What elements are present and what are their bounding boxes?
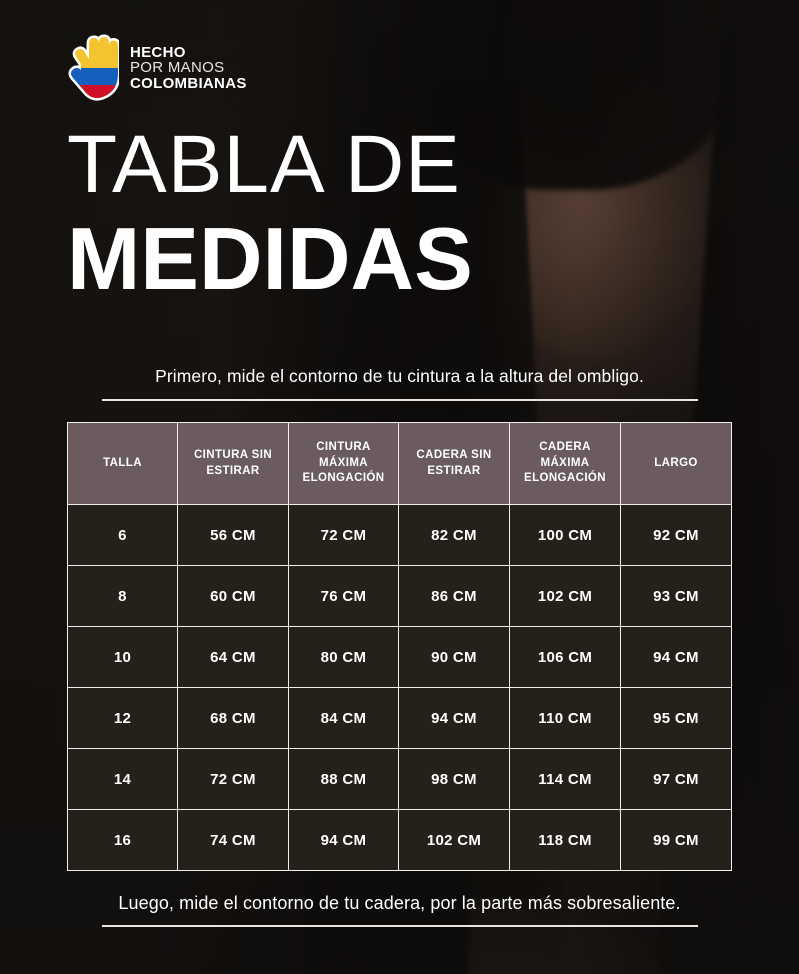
- table-column-header: TALLA: [67, 422, 178, 505]
- footer-divider: [101, 925, 698, 927]
- footer-instruction-text: Luego, mide el contorno de tu cadera, po…: [118, 893, 681, 913]
- table-cell-measure: 68 CM: [177, 687, 289, 749]
- table-cell-measure: 110 CM: [509, 687, 621, 749]
- table-row: 14 72 CM 88 CM 98 CM 114 CM 97 CM: [67, 748, 732, 810]
- table-cell-size: 8: [67, 565, 178, 627]
- table-cell-measure: 102 CM: [398, 809, 510, 871]
- brand-line-3: COLOMBIANAS: [130, 74, 247, 92]
- table-column-header: CINTURA SIN ESTIRAR: [177, 422, 289, 505]
- table-cell-measure: 72 CM: [288, 504, 399, 566]
- table-row: 16 74 CM 94 CM 102 CM 118 CM 99 CM: [67, 809, 732, 871]
- measurements-table-wrap: TALLA CINTURA SIN ESTIRAR CINTURA MÁXIMA E…: [67, 422, 732, 871]
- table-body: 6 56 CM 72 CM 82 CM 100 CM 92 CM 8 60 CM 76 CM 86…: [67, 504, 732, 871]
- table-cell-measure: 118 CM: [509, 809, 621, 871]
- table-cell-measure: 64 CM: [177, 626, 289, 688]
- table-header-row: TALLA CINTURA SIN ESTIRAR CINTURA MÁXIMA E…: [67, 422, 732, 505]
- brand-line-1: HECHO: [130, 43, 186, 61]
- table-cell-size: 10: [67, 626, 178, 688]
- table-cell-measure: 80 CM: [288, 626, 399, 688]
- table-cell-measure: 100 CM: [509, 504, 621, 566]
- table-cell-measure: 102 CM: [509, 565, 621, 627]
- table-cell-measure: 106 CM: [509, 626, 621, 688]
- table-cell-measure: 56 CM: [177, 504, 289, 566]
- table-column-header: CADERA SIN ESTIRAR: [398, 422, 510, 505]
- table-cell-measure: 82 CM: [398, 504, 510, 566]
- table-cell-measure: 94 CM: [620, 626, 732, 688]
- table-cell-measure: 93 CM: [620, 565, 732, 627]
- brand-line-2: POR MANOS: [130, 59, 225, 77]
- table-cell-measure: 90 CM: [398, 626, 510, 688]
- table-cell-size: 16: [67, 809, 178, 871]
- table-cell-measure: 95 CM: [620, 687, 732, 749]
- table-cell-measure: 94 CM: [288, 809, 399, 871]
- brand-logo-text: HECHO POR MANOS COLOMBIANAS: [130, 45, 247, 92]
- table-cell-measure: 94 CM: [398, 687, 510, 749]
- table-cell-measure: 88 CM: [288, 748, 399, 810]
- table-cell-measure: 114 CM: [509, 748, 621, 810]
- table-cell-measure: 74 CM: [177, 809, 289, 871]
- footer-instruction: Luego, mide el contorno de tu cadera, po…: [0, 893, 799, 927]
- brand-logo: HECHO POR MANOS COLOMBIANAS: [67, 34, 247, 102]
- colombian-hand-icon: [68, 34, 119, 101]
- table-row: 12 68 CM 84 CM 94 CM 110 CM 95 CM: [67, 687, 732, 749]
- intro-divider: [101, 399, 698, 401]
- table-cell-measure: 60 CM: [177, 565, 289, 627]
- page-title-line-2: MEDIDAS: [67, 208, 473, 308]
- table-row: 6 56 CM 72 CM 82 CM 100 CM 92 CM: [67, 504, 732, 566]
- table-column-header: CADERA MÁXIMA ELONGACIÓN: [509, 422, 621, 505]
- intro-instruction-text: Primero, mide el contorno de tu cintura …: [155, 366, 644, 386]
- table-column-header: CINTURA MÁXIMA ELONGACIÓN: [288, 422, 399, 505]
- table-column-header: LARGO: [620, 422, 732, 505]
- table-header: TALLA CINTURA SIN ESTIRAR CINTURA MÁXIMA E…: [67, 422, 732, 505]
- page-title: TABLA DE MEDIDAS: [67, 119, 473, 308]
- table-cell-measure: 76 CM: [288, 565, 399, 627]
- table-cell-measure: 72 CM: [177, 748, 289, 810]
- table-cell-size: 6: [67, 504, 178, 566]
- table-cell-measure: 98 CM: [398, 748, 510, 810]
- table-cell-measure: 97 CM: [620, 748, 732, 810]
- table-row: 8 60 CM 76 CM 86 CM 102 CM 93 CM: [67, 565, 732, 627]
- table-cell-measure: 92 CM: [620, 504, 732, 566]
- table-cell-measure: 86 CM: [398, 565, 510, 627]
- intro-instruction: Primero, mide el contorno de tu cintura …: [0, 366, 799, 401]
- table-cell-size: 12: [67, 687, 178, 749]
- table-cell-measure: 99 CM: [620, 809, 732, 871]
- table-row: 10 64 CM 80 CM 90 CM 106 CM 94 CM: [67, 626, 732, 688]
- table-cell-measure: 84 CM: [288, 687, 399, 749]
- measurements-table: TALLA CINTURA SIN ESTIRAR CINTURA MÁXIMA E…: [67, 422, 732, 871]
- table-cell-size: 14: [67, 748, 178, 810]
- page-title-line-1: TABLA DE: [67, 119, 461, 210]
